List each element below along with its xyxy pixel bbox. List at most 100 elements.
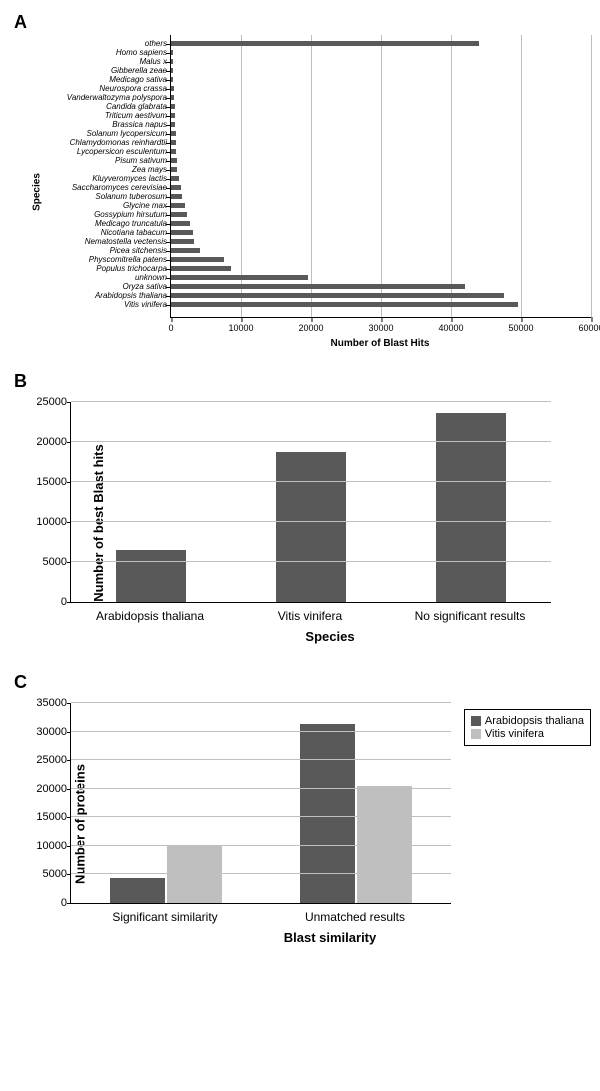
panel-a-xlabel: Number of Blast Hits [170,338,590,349]
panel-b-label: B [14,371,590,392]
panel-a-bar [171,86,174,91]
panel-a-row: Neurospora crassa [171,84,591,93]
panel-a-ylabel-item: Saccharomyces cerevisiae [41,183,167,192]
panel-a-ylabel-item: Zea mays [41,165,167,174]
panel-a-ylabel-item: Solanum lycopersicum [41,129,167,138]
panel-a-xtick: 60000 [578,323,600,333]
panel-c-xticklabel: Significant similarity [70,910,260,924]
panel-c-chart: Number of proteins Arabidopsis thalianaV… [70,703,590,945]
panel-a-row: others [171,39,591,48]
panel-a-row: Homo sapiens [171,48,591,57]
panel-b-ytick: 5000 [43,556,67,568]
panel-a-row: Solanum lycopersicum [171,129,591,138]
panel-a-bar [171,248,200,253]
panel-a-ylabel-item: Populus trichocarpa [41,264,167,273]
panel-b-plot: 0500010000150002000025000 [70,402,551,603]
panel-c-gridline [71,816,451,817]
panel-a-ylabel-item: Vanderwaltozyma polyspora [41,93,167,102]
panel-a-xtick: 40000 [438,323,463,333]
panel-a-ylabel-item: Triticum aestivum [41,111,167,120]
panel-a-bar [171,158,177,163]
panel-a-ylabel-item: Oryza sativa [41,282,167,291]
panel-a-ylabel-item: Picea sitchensis [41,246,167,255]
panel-b-xlabel: Species [70,629,590,644]
panel-c-gridline [71,788,451,789]
panel-a-bar [171,176,179,181]
panel-a-bar [171,122,175,127]
panel-b-xticklabel: Vitis vinifera [230,609,390,623]
panel-c-ytick: 20000 [36,783,67,795]
panel-a-row: Oryza sativa [171,282,591,291]
panel-a-ylabel-item: Pisum sativum [41,156,167,165]
panel-a-row: unknown [171,273,591,282]
panel-c-gridline [71,702,451,703]
panel-a-row: Vitis vinifera [171,300,591,309]
panel-a-ylabel-item: Medicago sativa [41,75,167,84]
panel-c-plot: Arabidopsis thalianaVitis vinifera 05000… [70,703,451,904]
panel-a-ylabel-item: Kluyveromyces lactis [41,174,167,183]
panel-c-xlabel: Blast similarity [70,930,590,945]
panel-a-ylabel-item: Medicago truncatula [41,219,167,228]
legend-label: Arabidopsis thaliana [485,715,584,727]
panel-b-gridline [71,441,551,442]
panel-a-xtick: 0 [168,323,173,333]
panel-a-bar [171,140,176,145]
legend-label: Vitis vinifera [485,728,544,740]
panel-c-bar [110,878,165,903]
panel-c-ytick: 30000 [36,726,67,738]
panel-c-gridline [71,731,451,732]
panel-b-xticklabel: No significant results [390,609,550,623]
panel-b-gridline [71,561,551,562]
panel-b-group [231,452,391,602]
panel-a-bar [171,212,187,217]
panel-a-xtick: 30000 [368,323,393,333]
panel-a-bar [171,185,181,190]
panel-a-bar [171,50,173,55]
panel-b-bar [276,452,346,602]
panel-b-ytick: 10000 [36,516,67,528]
panel-a-bar [171,302,518,307]
panel-a-ylabel-item: Homo sapiens [41,48,167,57]
panel-a-row: Lycopersicon esculentum [171,147,591,156]
panel-b-ytick: 20000 [36,436,67,448]
panel-a-ylabel-item: Malus x [41,57,167,66]
panel-a-ylabel-item: Gibberella zeae [41,66,167,75]
panel-a-row: Nematostella vectensis [171,237,591,246]
panel-a-ylabel-item: Nematostella vectensis [41,237,167,246]
panel-b-chart: Number of best Blast hits 05000100001500… [70,402,590,644]
panel-a-xtick: 20000 [298,323,323,333]
panel-c-gridline [71,759,451,760]
panel-a-ylabel-item: Candida glabrata [41,102,167,111]
panel-a-row: Medicago truncatula [171,219,591,228]
panel-a-row: Glycine max [171,201,591,210]
panel-a-bar [171,77,173,82]
panel-a-row: Triticum aestivum [171,111,591,120]
panel-a-ylabel-item: Solanum tuberosum [41,192,167,201]
panel-a-bar [171,293,504,298]
panel-a-row: Medicago sativa [171,75,591,84]
panel-c-ytick: 5000 [43,868,67,880]
panel-a-plot: 0100002000030000400005000060000othersHom… [170,35,591,318]
panel-a-ylabel-item: Gossypium hirsutum [41,210,167,219]
figure-container: A Species 010000200003000040000500006000… [0,0,600,965]
panel-a-ylabel-item: unknown [41,273,167,282]
panel-a-ylabel-item: Neurospora crassa [41,84,167,93]
panel-a-xtick: 10000 [228,323,253,333]
panel-a-bar [171,149,176,154]
panel-a-row: Gossypium hirsutum [171,210,591,219]
panel-b-ytick: 0 [61,596,67,608]
panel-a-bar [171,59,173,64]
panel-a-bar [171,113,175,118]
panel-c-ytick: 35000 [36,697,67,709]
panel-a-bar [171,257,224,262]
panel-b-ytick: 15000 [36,476,67,488]
panel-a-row: Gibberella zeae [171,66,591,75]
legend-item: Arabidopsis thaliana [471,715,584,727]
panel-a-ylabel-item: Chlamydomonas reinhardtii [41,138,167,147]
panel-b-ytick: 25000 [36,396,67,408]
panel-a-row: Picea sitchensis [171,246,591,255]
panel-a-chart: Species 0100002000030000400005000060000o… [40,35,590,349]
panel-a-row: Candida glabrata [171,102,591,111]
panel-c-ytick: 25000 [36,754,67,766]
panel-a-row: Vanderwaltozyma polyspora [171,93,591,102]
